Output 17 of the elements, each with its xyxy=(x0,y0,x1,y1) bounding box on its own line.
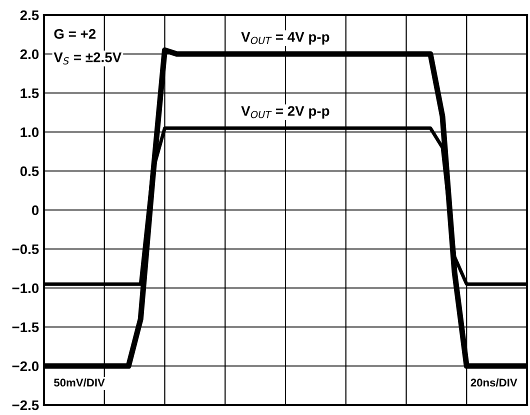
series-label: V$_{OUT}$ = 2V p-p xyxy=(241,106,330,119)
y-tick-label: 1.0 xyxy=(20,127,39,138)
y-tick-label: 1.5 xyxy=(20,88,39,98)
y-tick-label: −2.5 xyxy=(12,400,39,410)
annotation: 20ns/DIV xyxy=(470,378,518,387)
y-tick-label: 0 xyxy=(32,205,39,216)
annotation: V$_{S}$ = ±2.5V xyxy=(54,52,122,65)
annotation: G = +2 xyxy=(54,29,96,39)
y-tick-label: −0.5 xyxy=(12,244,39,254)
y-tick-label: 2.5 xyxy=(20,10,39,20)
y-tick-label: 2.0 xyxy=(20,49,39,60)
y-tick-label: −1.5 xyxy=(12,322,39,332)
series-label: V$_{OUT}$ = 4V p-p xyxy=(241,32,330,45)
y-tick-label: −2.0 xyxy=(12,361,39,372)
annotation: 50mV/DIV xyxy=(54,378,105,387)
y-tick-label: 0.5 xyxy=(20,166,39,176)
y-tick-label: −1.0 xyxy=(12,283,39,294)
